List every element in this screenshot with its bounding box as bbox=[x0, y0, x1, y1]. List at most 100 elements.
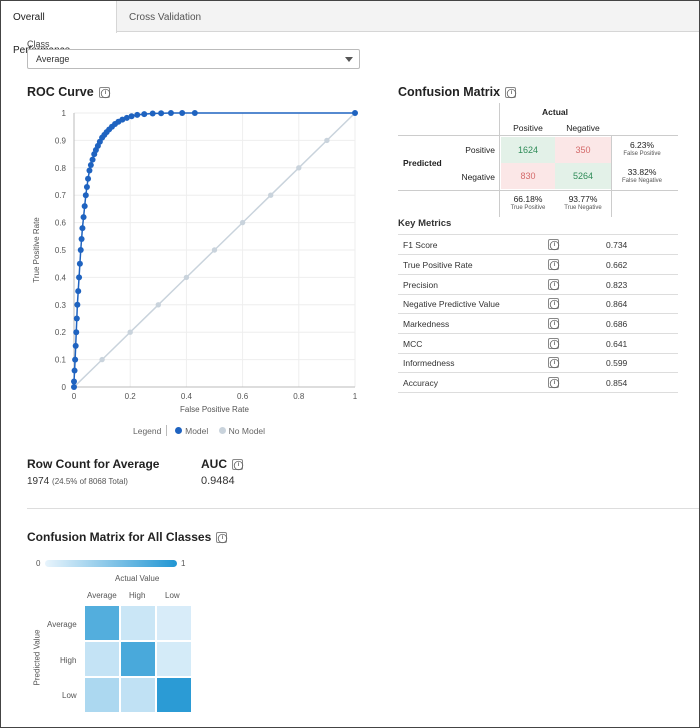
row-count-detail: (24.5% of 8068 Total) bbox=[52, 477, 128, 486]
metric-row: MCC 0.641 bbox=[398, 334, 678, 354]
heatmap-cell[interactable] bbox=[84, 677, 120, 713]
metric-label: Negative Predictive Value bbox=[403, 299, 500, 309]
metric-value: 0.662 bbox=[606, 260, 628, 270]
info-icon[interactable] bbox=[548, 357, 559, 368]
model-point bbox=[352, 110, 358, 116]
metric-row: Markedness 0.686 bbox=[398, 314, 678, 334]
metric-label: F1 Score bbox=[403, 240, 438, 250]
legend-nomodel[interactable]: No Model bbox=[228, 425, 266, 436]
y-axis-label: True Positive Rate bbox=[32, 217, 41, 283]
info-icon[interactable] bbox=[232, 459, 243, 471]
tab-overall-performance[interactable]: Overall Performance bbox=[1, 1, 117, 56]
model-point bbox=[76, 260, 83, 267]
metric-value: 0.854 bbox=[606, 378, 628, 388]
heatmap-cell[interactable] bbox=[84, 605, 120, 641]
info-icon[interactable] bbox=[548, 318, 559, 329]
actual-value-label: Actual Value bbox=[115, 574, 160, 583]
info-icon[interactable] bbox=[548, 338, 559, 349]
metric-row: True Positive Rate 0.662 bbox=[398, 255, 678, 275]
model-point bbox=[72, 342, 79, 349]
all-classes-title: Confusion Matrix for All Classes bbox=[27, 530, 212, 544]
tab-bar: Overall Performance Cross Validation bbox=[1, 1, 699, 56]
model-point bbox=[89, 156, 96, 163]
metric-label: Precision bbox=[403, 280, 438, 290]
auc-title: AUC bbox=[201, 457, 227, 471]
heatmap-row-label: Low bbox=[62, 691, 77, 700]
x-tick-label: 0.2 bbox=[125, 392, 137, 401]
info-icon[interactable] bbox=[548, 239, 559, 250]
heatmap-cell[interactable] bbox=[84, 641, 120, 677]
heatmap-cell[interactable] bbox=[156, 641, 192, 677]
heatmap-cell[interactable] bbox=[120, 641, 156, 677]
cm-tp-rate: 66.18% bbox=[513, 194, 543, 204]
info-icon[interactable] bbox=[548, 298, 559, 309]
metric-label: Accuracy bbox=[403, 378, 438, 388]
cm-true-negative: 5264 bbox=[555, 163, 611, 189]
scale-min: 0 bbox=[36, 559, 41, 568]
legend-nomodel-swatch bbox=[218, 427, 226, 435]
model-point bbox=[78, 236, 85, 243]
cm-row-positive: Positive bbox=[465, 145, 495, 155]
x-tick-label: 0.4 bbox=[181, 392, 193, 401]
no-model-point bbox=[127, 329, 133, 335]
auc-value: 0.9484 bbox=[201, 475, 235, 487]
model-point bbox=[71, 367, 78, 374]
tab-cross-validation[interactable]: Cross Validation bbox=[129, 12, 202, 23]
key-metrics-title: Key Metrics bbox=[398, 218, 452, 229]
cm-rule bbox=[499, 103, 500, 217]
info-icon[interactable] bbox=[216, 532, 228, 544]
no-model-point bbox=[155, 302, 161, 308]
cm-rule bbox=[611, 135, 612, 217]
model-point bbox=[71, 378, 77, 385]
cm-col-positive: Positive bbox=[513, 123, 543, 133]
info-icon[interactable] bbox=[548, 377, 559, 388]
model-point bbox=[141, 111, 148, 118]
info-icon[interactable] bbox=[505, 87, 517, 99]
model-point bbox=[71, 384, 77, 390]
cm-tp-rate-label: True Positive bbox=[510, 205, 546, 211]
heatmap-cell[interactable] bbox=[120, 605, 156, 641]
chevron-down-icon[interactable] bbox=[345, 57, 353, 62]
model-point bbox=[73, 329, 80, 336]
model-point bbox=[134, 111, 141, 118]
model-point bbox=[81, 203, 88, 210]
legend-model[interactable]: Model bbox=[185, 425, 209, 436]
heatmap-cell[interactable] bbox=[120, 677, 156, 713]
y-tick-label: 1 bbox=[62, 109, 67, 118]
metric-label: Informedness bbox=[403, 358, 455, 368]
info-icon[interactable] bbox=[548, 279, 559, 290]
y-tick-label: 0.4 bbox=[55, 273, 67, 282]
x-axis-label: False Positive Rate bbox=[180, 405, 249, 414]
info-icon[interactable] bbox=[548, 259, 559, 270]
y-tick-label: 0.6 bbox=[55, 219, 67, 228]
cm-fn-rate: 33.82% bbox=[627, 167, 657, 177]
model-point bbox=[149, 110, 156, 117]
model-point bbox=[80, 214, 87, 221]
heatmap-cell[interactable] bbox=[156, 677, 192, 713]
confusion-title-wrap: Confusion Matrix bbox=[398, 85, 517, 99]
y-tick-label: 0.3 bbox=[55, 301, 67, 310]
metric-value: 0.734 bbox=[606, 240, 628, 250]
model-point bbox=[158, 110, 165, 117]
model-point bbox=[85, 175, 92, 182]
roc-title: ROC Curve bbox=[27, 85, 94, 99]
no-model-point bbox=[324, 137, 330, 144]
metric-label: Markedness bbox=[403, 319, 450, 329]
no-model-point bbox=[239, 219, 246, 226]
metric-row: Precision 0.823 bbox=[398, 275, 678, 295]
model-point bbox=[82, 192, 89, 199]
heatmap-col-label: Average bbox=[87, 591, 117, 600]
cm-tn-rate-label: True Negative bbox=[564, 205, 602, 211]
metric-value: 0.641 bbox=[606, 339, 628, 349]
heatmap-cell[interactable] bbox=[156, 605, 192, 641]
info-icon[interactable] bbox=[98, 87, 110, 99]
class-select[interactable]: Average bbox=[27, 49, 360, 69]
cm-fn-rate-label: False Negative bbox=[621, 178, 663, 184]
model-point bbox=[86, 167, 93, 174]
row-count-title: Row Count for Average bbox=[27, 457, 160, 471]
legend-label: Legend bbox=[133, 425, 162, 436]
predicted-value-label: Predicted Value bbox=[32, 629, 42, 686]
metric-row: Negative Predictive Value 0.864 bbox=[398, 294, 678, 314]
class-select-value: Average bbox=[36, 54, 70, 64]
auc-title-wrap: AUC bbox=[201, 457, 243, 471]
